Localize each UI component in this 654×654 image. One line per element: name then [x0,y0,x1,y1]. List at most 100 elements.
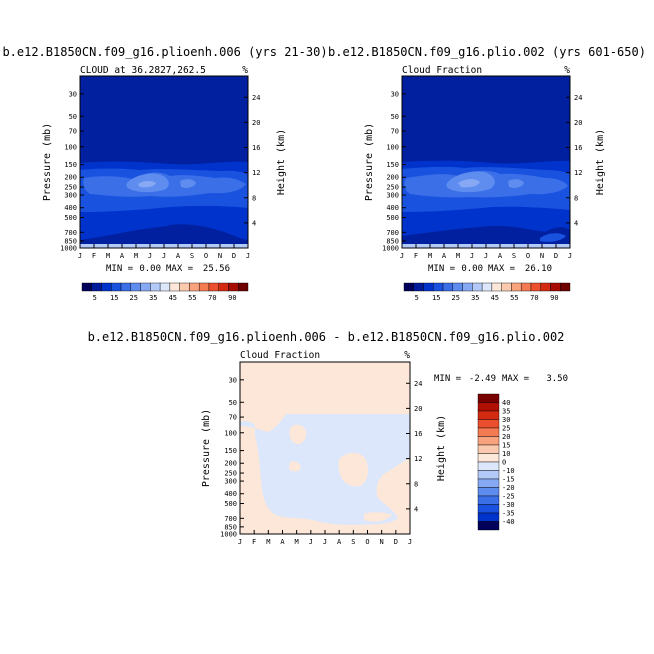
colorbar-swatch [198,282,210,292]
y-tick-label: 100 [386,143,399,151]
panel-c-plot [240,362,410,534]
y-tick-label: 200 [64,174,77,182]
colorbar-label: 35 [471,294,479,302]
panel-a-plot [80,76,248,248]
panel-b-lower-shading [402,225,570,248]
colorbar-diff-label: -20 [502,484,515,492]
colorbar-diff-swatch [477,521,500,531]
colorbar-swatch [511,282,522,292]
panel-a-contour-level-4 [126,173,196,193]
y-tick-label: 500 [224,500,237,508]
colorbar-top: 5 15 25 35 45 55 70 90 5 15 25 35 45 55 70 90 [81,282,571,302]
colorbar-swatch [140,282,151,292]
colorbar-swatch [179,282,190,292]
x-tick-label: M [428,252,432,260]
x-tick-label: J [484,252,488,260]
colorbar-diff-swatch [477,495,500,505]
colorbar-label: 5 [93,294,97,302]
x-tick-label: S [351,538,355,546]
panel-c-min-label: MIN = [434,374,462,384]
colorbar-label: 15 [110,294,118,302]
colorbar-swatch [481,282,493,292]
colorbar-diff-label: 0 [502,459,506,467]
x-tick-label: O [204,252,208,260]
panel-a-units: % [242,65,248,76]
colorbar-label: 15 [432,294,440,302]
colorbar-swatch [228,282,239,292]
colorbar-diff-swatch [477,453,500,463]
colorbar-label: 55 [188,294,196,302]
y-tick-label: 150 [224,447,237,455]
colorbar-label: 90 [228,294,236,302]
y2-tick-label: 12 [574,169,582,177]
colorbar-diff-swatch [477,512,500,522]
panel-b-contour-level-5 [458,179,480,188]
colorbar-diff-swatch [477,504,500,514]
panel-b-max-value: 26.10 [525,264,552,274]
panel-a-lower-shading [80,224,248,248]
y-tick-label: 30 [391,90,399,98]
y-tick-label: 150 [64,161,77,169]
y-tick-label: 70 [391,128,399,136]
y-tick-label: 500 [64,214,77,222]
colorbar-label: 70 [208,294,216,302]
panel-c-positive-patch-3 [338,452,368,487]
panel-b-surface-patch [540,233,566,242]
x-tick-label: M [134,252,138,260]
panel-a-min-label: MIN = [106,264,134,274]
x-tick-label: A [280,538,285,546]
colorbar-swatch [472,282,483,292]
x-tick-label: M [295,538,299,546]
colorbar-swatch [413,282,424,292]
panel-c-positive-patch-1 [289,424,307,444]
panel-b: b.e12.B1850CN.f09_g16.plio.002 (yrs 601-… [328,45,646,274]
colorbar-diff-swatch [477,393,500,403]
x-tick-label: D [232,252,236,260]
x-tick-label: J [568,252,572,260]
colorbar-label: 45 [491,294,499,302]
y-tick-label: 250 [224,470,237,478]
y2-tick-label: 8 [252,194,256,202]
panel-b-min-value: 0.00 [461,264,483,274]
y-tick-label: 200 [386,174,399,182]
y-tick-label: 30 [229,376,237,384]
panel-a-subtitle: CLOUD at 36.2827,262.5 [80,65,206,76]
colorbar-swatch [433,282,444,292]
panel-c-min-value: -2.49 [469,374,496,384]
y2-tick-label: 20 [252,119,260,127]
y2-tick-label: 16 [252,144,260,152]
colorbar-diff-swatch [477,487,500,497]
y-tick-label: 30 [69,90,77,98]
panel-a-title: b.e12.B1850CN.f09_g16.plioenh.006 (yrs 2… [2,45,327,59]
y-tick-label: 50 [391,113,399,121]
x-tick-label: F [414,252,418,260]
colorbar-diff-swatch [477,419,500,429]
colorbar-swatch [218,282,229,292]
colorbar-swatch [101,282,112,292]
y2-tick-label: 20 [574,119,582,127]
x-tick-label: J [408,538,412,546]
panel-c-max-value: 3.50 [546,374,568,384]
y-tick-label: 300 [64,192,77,200]
y2-tick-label: 4 [252,219,256,227]
colorbar-diff-label: -10 [502,467,515,475]
x-tick-label: N [540,252,544,260]
x-tick-label: F [92,252,96,260]
colorbar-diff-label: 35 [502,408,510,416]
y-tick-label: 700 [64,229,77,237]
panel-b-title: b.e12.B1850CN.f09_g16.plio.002 (yrs 601-… [328,45,646,59]
y-tick-label: 850 [386,237,399,245]
panel-c-y2label: Height (km) [436,415,447,481]
panel-a-contour-level-5 [138,180,156,188]
panel-c-subtitle: Cloud Fraction [240,350,320,361]
x-tick-label: J [400,252,404,260]
colorbar-swatch [540,282,551,292]
colorbar-label: 5 [415,294,419,302]
x-tick-label: N [380,538,384,546]
x-tick-label: J [470,252,474,260]
y-tick-label: 200 [224,460,237,468]
panel-a-minmax: MIN = 0.00 MAX = 25.56 [106,264,230,274]
